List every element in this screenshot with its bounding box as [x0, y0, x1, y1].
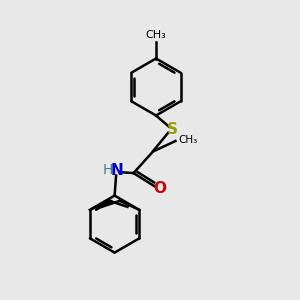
Text: O: O — [153, 181, 166, 196]
Text: N: N — [110, 163, 123, 178]
Text: CH₃: CH₃ — [146, 30, 167, 40]
Text: CH₃: CH₃ — [178, 135, 197, 145]
Text: H: H — [103, 163, 113, 177]
Text: S: S — [167, 122, 178, 136]
